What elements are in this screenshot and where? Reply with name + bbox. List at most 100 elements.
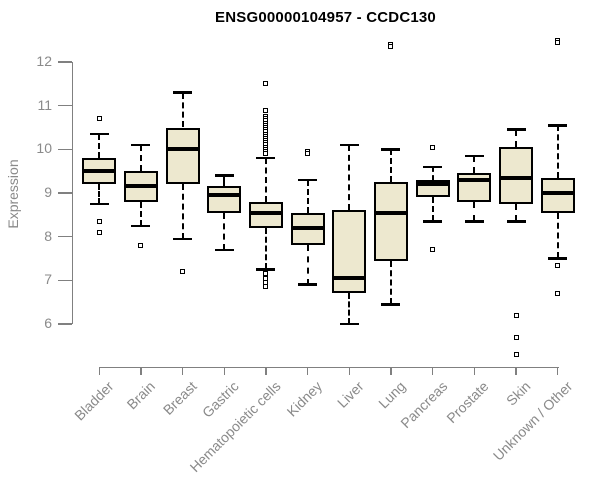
- whisker-upper: [264, 158, 267, 202]
- y-axis-tick: [58, 279, 72, 282]
- x-axis-tick: [265, 367, 267, 375]
- median-line: [499, 175, 533, 180]
- y-axis-tick: [58, 192, 72, 194]
- whisker-cap-lower: [173, 237, 193, 241]
- x-axis-tick: [431, 367, 434, 375]
- x-tick-label: Kidney: [283, 378, 325, 420]
- whisker-cap-lower: [423, 220, 443, 223]
- x-tick-label: Prostate: [443, 378, 492, 427]
- y-tick-label: 6: [44, 315, 52, 331]
- outlier-point: [263, 107, 269, 113]
- whisker-cap-lower: [256, 268, 276, 271]
- outlier-point: [555, 290, 561, 296]
- iqr-box: [332, 210, 367, 294]
- x-axis-tick: [140, 367, 142, 375]
- y-tick-label: 11: [37, 96, 52, 113]
- y-tick-label: 9: [44, 184, 52, 200]
- outlier-point: [263, 151, 269, 157]
- x-tick-label: Breast: [160, 378, 200, 418]
- whisker-lower: [556, 212, 559, 259]
- whisker-upper: [473, 155, 476, 174]
- whisker-upper: [181, 92, 184, 128]
- median-line: [457, 177, 492, 182]
- whisker-cap-upper: [506, 128, 526, 131]
- whisker-cap-upper: [298, 178, 318, 182]
- whisker-cap-upper: [381, 148, 401, 151]
- y-axis-line: [71, 62, 73, 324]
- x-axis-tick: [348, 367, 351, 375]
- whisker-cap-upper: [464, 154, 484, 158]
- whisker-upper: [515, 129, 517, 148]
- outlier-point: [555, 262, 561, 268]
- outlier-point: [430, 247, 436, 253]
- whisker-cap-upper: [423, 165, 443, 169]
- whisker-cap-lower: [298, 283, 318, 286]
- whisker-lower: [306, 245, 309, 285]
- x-axis-tick: [306, 367, 309, 375]
- whisker-lower: [139, 201, 142, 226]
- y-axis-label: Expression: [5, 159, 21, 229]
- whisker-upper: [389, 149, 392, 183]
- outlier-point: [305, 151, 311, 157]
- whisker-cap-lower: [464, 220, 484, 223]
- whisker-cap-upper: [214, 174, 234, 177]
- iqr-box: [499, 147, 533, 204]
- outlier-point: [138, 242, 144, 248]
- x-axis-tick: [556, 367, 559, 375]
- x-axis-tick: [181, 367, 184, 375]
- whisker-cap-lower: [131, 224, 151, 227]
- iqr-box: [540, 177, 575, 213]
- outlier-point: [96, 229, 102, 235]
- whisker-upper: [431, 166, 434, 180]
- x-axis-tick: [223, 367, 226, 375]
- outlier-point: [96, 116, 102, 122]
- whisker-upper: [556, 125, 559, 178]
- iqr-box: [207, 186, 242, 213]
- whisker-upper: [348, 144, 351, 211]
- whisker-upper: [223, 175, 226, 187]
- median-line: [332, 276, 367, 281]
- outlier-point: [263, 284, 269, 290]
- iqr-box: [165, 127, 200, 185]
- whisker-cap-lower: [339, 322, 359, 326]
- y-axis-tick: [58, 323, 72, 325]
- median-line: [82, 169, 117, 174]
- outlier-point: [513, 334, 519, 340]
- chart-title: ENSG00000104957 - CCDC130: [215, 9, 436, 26]
- y-tick-label: 8: [44, 227, 52, 244]
- y-axis-tick: [58, 61, 72, 63]
- outlier-point: [430, 144, 436, 150]
- whisker-cap-upper: [339, 143, 359, 147]
- whisker-lower: [473, 201, 476, 222]
- x-axis-tick: [515, 367, 517, 375]
- whisker-cap-lower: [89, 202, 109, 206]
- x-tick-label: Skin: [502, 378, 534, 409]
- median-line: [207, 193, 242, 198]
- whisker-lower: [98, 184, 101, 204]
- y-axis-tick: [58, 104, 72, 107]
- whisker-cap-lower: [214, 248, 234, 252]
- whisker-cap-lower: [506, 220, 526, 223]
- whisker-lower: [389, 260, 392, 305]
- x-tick-label: Liver: [333, 378, 367, 411]
- y-tick-label: 10: [36, 140, 52, 157]
- x-axis-line: [98, 366, 559, 368]
- whisker-upper: [98, 134, 101, 159]
- whisker-lower: [264, 227, 267, 270]
- x-tick-label: Unknown / Other: [489, 378, 575, 464]
- whisker-cap-upper: [173, 91, 193, 94]
- x-tick-label: Bladder: [71, 378, 117, 424]
- outlier-point: [513, 312, 519, 318]
- median-line: [165, 147, 200, 152]
- whisker-cap-upper: [548, 124, 568, 127]
- whisker-cap-upper: [89, 132, 109, 136]
- y-tick-label: 7: [44, 271, 52, 288]
- whisker-cap-upper: [131, 143, 151, 147]
- outlier-point: [513, 352, 519, 358]
- y-axis-tick: [58, 148, 72, 151]
- outlier-point: [263, 81, 269, 87]
- x-tick-label: Lung: [374, 378, 409, 412]
- whisker-cap-lower: [548, 257, 568, 260]
- x-axis-tick: [390, 367, 392, 375]
